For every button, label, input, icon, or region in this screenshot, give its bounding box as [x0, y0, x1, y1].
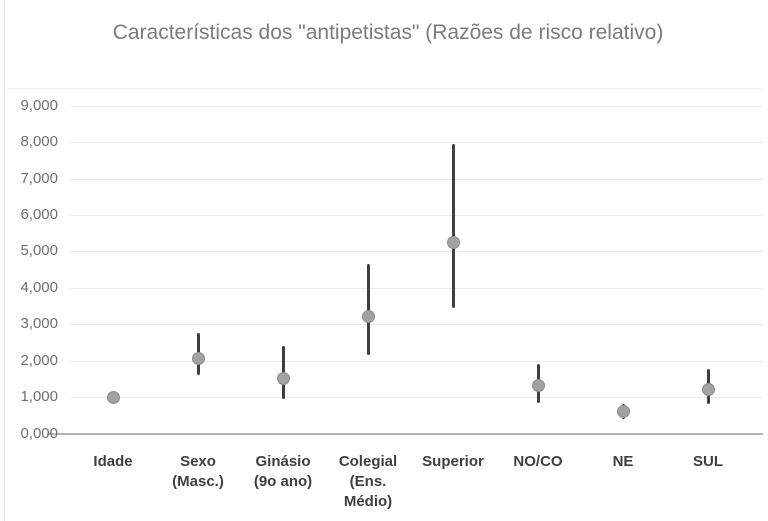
chart-border-left	[4, 0, 5, 521]
x-axis-category-label: Sexo	[180, 453, 216, 470]
gridline	[70, 105, 763, 107]
y-axis-tick-label: 5,000	[20, 242, 58, 260]
y-axis-tick-label: 8,000	[20, 133, 58, 151]
x-axis-category-label: (9o ano)	[253, 473, 313, 490]
x-axis-category-label: NE	[612, 453, 634, 470]
data-point-dot	[701, 383, 715, 397]
plot-area-top-border	[6, 88, 762, 89]
chart-title: Características dos "antipetistas" (Razõ…	[112, 21, 664, 44]
x-axis-category-label: (Masc.)	[172, 473, 224, 490]
gridline	[70, 287, 763, 289]
y-axis-tick-label: 4,000	[20, 278, 58, 296]
data-point-dot	[191, 352, 205, 366]
y-axis-tick-label: 6,000	[20, 205, 58, 223]
data-point-dot	[106, 390, 120, 404]
x-axis-category-label: Médio)	[343, 493, 393, 510]
y-axis-tick-label: 0,000	[20, 424, 58, 442]
x-axis-category-label: Ginásio	[255, 453, 311, 470]
x-axis-line	[47, 432, 763, 435]
data-point-dot	[446, 235, 460, 249]
gridline	[70, 324, 763, 326]
gridline	[70, 251, 763, 253]
x-axis-category-label: Idade	[93, 453, 133, 470]
gridline	[70, 360, 763, 362]
x-axis-category-label: Superior	[422, 453, 484, 470]
gridline	[70, 142, 763, 144]
y-axis-tick-label: 3,000	[20, 315, 58, 333]
x-axis-category-label: SUL	[693, 453, 723, 470]
y-axis-tick-label: 9,000	[20, 96, 58, 114]
error-bar	[451, 143, 455, 308]
gridline	[70, 214, 763, 216]
error-bar	[366, 264, 370, 356]
x-axis-category-label: NO/CO	[513, 453, 563, 470]
gridline	[70, 178, 763, 180]
y-axis-tick-label: 1,000	[20, 388, 58, 406]
data-point-dot	[616, 405, 630, 419]
data-point-dot	[531, 378, 545, 392]
x-axis-category-label: Colegial	[338, 453, 398, 470]
y-axis-tick-label: 2,000	[20, 351, 58, 369]
data-point-dot	[361, 310, 375, 324]
gridline	[70, 397, 763, 399]
y-axis-tick-label: 7,000	[20, 169, 58, 187]
x-axis-category-label: (Ens.	[349, 473, 387, 490]
data-point-dot	[276, 372, 290, 386]
